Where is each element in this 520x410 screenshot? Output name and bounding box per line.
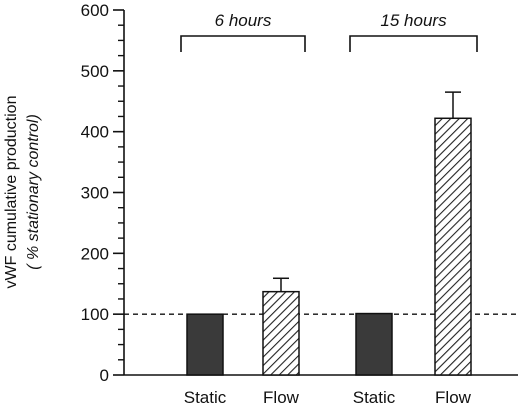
y-axis-label: vWF cumulative production: [3, 96, 20, 289]
bar-flow: [434, 117, 472, 376]
y-axis-sublabel: ( % stationary control): [25, 114, 42, 270]
x-category-label: Static: [184, 388, 227, 407]
bar-flow: [262, 290, 300, 376]
x-category-label: Flow: [435, 388, 472, 407]
bars: Static Flow 6 hours Static Flow 15 hours: [180, 11, 478, 407]
y-tick-label: 0: [100, 366, 109, 385]
bar-static: [355, 312, 393, 376]
y-tick-label: 500: [81, 62, 109, 81]
y-tick-label: 100: [81, 305, 109, 324]
y-tick-label: 200: [81, 244, 109, 263]
x-category-label: Flow: [263, 388, 300, 407]
y-tick-label: 300: [81, 184, 109, 203]
bar-static: [186, 313, 224, 376]
y-tick-label: 600: [81, 1, 109, 20]
group-bracket: [180, 35, 306, 52]
y-tick-label: 400: [81, 123, 109, 142]
group-bracket: [349, 35, 478, 52]
group-label: 15 hours: [380, 11, 447, 30]
x-category-label: Static: [353, 388, 396, 407]
y-axis-title: vWF cumulative production ( % stationary…: [3, 96, 42, 289]
group-label: 6 hours: [215, 11, 272, 30]
